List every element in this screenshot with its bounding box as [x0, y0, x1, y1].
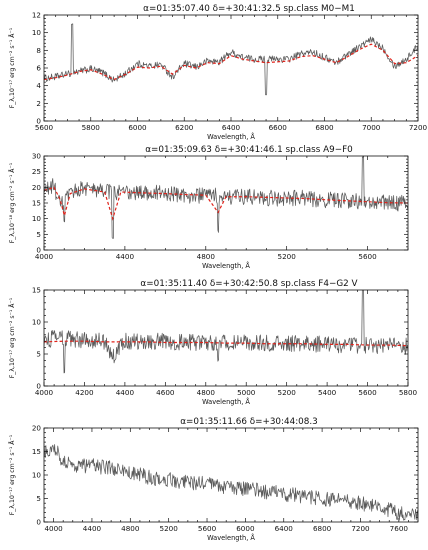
y-axis-label: F_λ,10⁻¹⁷ erg cm⁻² s⁻¹ Å⁻¹: [7, 434, 16, 515]
x-tick-label: 4400: [116, 252, 135, 261]
x-tick-label: 6400: [275, 524, 294, 533]
x-axis-label: Wavelength, Å: [207, 533, 255, 542]
x-tick-label: 6200: [175, 123, 194, 132]
observed-spectrum-line: [44, 23, 418, 96]
x-tick-label: 5800: [399, 388, 418, 397]
x-tick-label: 7200: [351, 524, 370, 533]
y-axis-label: F_λ,10⁻¹⁸ erg cm⁻² s⁻¹ Å⁻¹: [7, 162, 16, 243]
spectrum-panel-2: 4000 4400 4800 5200 5600 0 5 10 15 20 25 30 α=01:35:…: [7, 145, 409, 270]
x-tick-label: 4400: [83, 524, 102, 533]
y-tick-label: 15: [32, 286, 41, 295]
x-tick-label: 7600: [390, 524, 409, 533]
x-tick-label: 4800: [121, 524, 140, 533]
y-tick-label: 5: [36, 350, 41, 359]
panel-title: α=01:35:11.40 δ=+30:42:50.8 sp.class F4−…: [140, 279, 357, 289]
model-fit-line: [44, 43, 418, 81]
x-tick-label: 5600: [358, 252, 377, 261]
panel-title: α=01:35:07.40 δ=+30:41:32.5 sp.class M0−…: [143, 4, 355, 14]
x-tick-label: 5600: [35, 123, 54, 132]
x-tick-label: 7200: [409, 123, 428, 132]
x-axis-label: Wavelength, Å: [207, 132, 255, 141]
y-tick-label: 0: [36, 117, 41, 126]
y-tick-label: 6: [36, 64, 41, 73]
plot-frame: [43, 14, 419, 122]
y-tick-label: 12: [32, 11, 41, 20]
spectrum-panel-4: 4000 4400 4800 5200 5600 6000 6400 6800 7200 7600…: [7, 417, 419, 542]
x-tick-label: 4200: [75, 388, 94, 397]
observed-spectrum-line: [44, 444, 418, 521]
y-tick-label: 25: [32, 167, 41, 176]
x-tick-label: 6400: [222, 123, 241, 132]
y-tick-label: 10: [32, 28, 42, 37]
y-tick-label: 0: [36, 246, 41, 255]
y-tick-label: 0: [36, 382, 41, 391]
y-tick-label: 2: [36, 99, 41, 108]
x-tick-label: 4400: [116, 388, 135, 397]
y-tick-label: 30: [32, 152, 42, 161]
x-tick-label: 4800: [197, 388, 216, 397]
y-tick-label: 10: [32, 214, 42, 223]
panel-title: α=01:35:09.63 δ=+30:41:46.1 sp.class A9−…: [145, 145, 353, 155]
y-tick-label: 10: [32, 471, 42, 480]
model-fit-line: [44, 186, 408, 221]
y-tick-label: 5: [36, 230, 41, 239]
panel-title: α=01:35:11.66 δ=+30:44:08.3: [180, 417, 318, 427]
y-tick-label: 4: [36, 81, 41, 90]
x-tick-label: 5600: [358, 388, 377, 397]
y-tick-label: 15: [32, 447, 41, 456]
y-tick-label: 8: [36, 46, 41, 55]
model-fit-line: [44, 340, 408, 347]
x-tick-label: 4600: [156, 388, 175, 397]
x-tick-label: 6800: [315, 123, 334, 132]
x-tick-label: 6000: [236, 524, 255, 533]
x-tick-label: 7000: [362, 123, 381, 132]
spectrum-panel-3: 4000 4200 4400 4600 4800 5000 5200 5400 5600 5800…: [7, 279, 418, 406]
x-tick-label: 5200: [278, 388, 297, 397]
x-tick-label: 6600: [269, 123, 288, 132]
y-tick-label: 10: [32, 318, 42, 327]
spectrum-panel-1: 5600 5800 6000 6200 6400 6600 6800 7000 7200 0 2 4 6…: [7, 4, 428, 141]
x-tick-label: 4000: [35, 388, 54, 397]
y-axis-label: F_λ,10⁻¹⁷ erg cm⁻² s⁻¹ Å⁻¹: [7, 27, 16, 108]
x-tick-label: 4000: [44, 524, 63, 533]
x-tick-label: 4000: [35, 252, 54, 261]
plot-frame: [43, 155, 409, 251]
x-tick-label: 5000: [237, 388, 256, 397]
x-tick-label: 4800: [197, 252, 216, 261]
x-tick-label: 5200: [278, 252, 297, 261]
y-tick-label: 15: [32, 199, 41, 208]
y-tick-label: 20: [32, 183, 42, 192]
y-tick-label: 20: [32, 424, 42, 433]
x-tick-label: 5400: [318, 388, 337, 397]
x-axis-label: Wavelength, Å: [202, 261, 250, 270]
x-axis-label: Wavelength, Å: [202, 397, 250, 406]
y-tick-label: 5: [36, 494, 41, 503]
x-tick-label: 5600: [198, 524, 217, 533]
observed-spectrum-line: [44, 290, 408, 374]
x-tick-label: 5800: [82, 123, 101, 132]
x-tick-label: 6800: [313, 524, 332, 533]
x-tick-label: 6000: [128, 123, 147, 132]
x-tick-label: 5200: [160, 524, 179, 533]
y-axis-label: F_λ,10⁻¹⁷ erg cm⁻² s⁻¹ Å⁻¹: [7, 297, 16, 378]
y-tick-label: 0: [36, 518, 41, 527]
